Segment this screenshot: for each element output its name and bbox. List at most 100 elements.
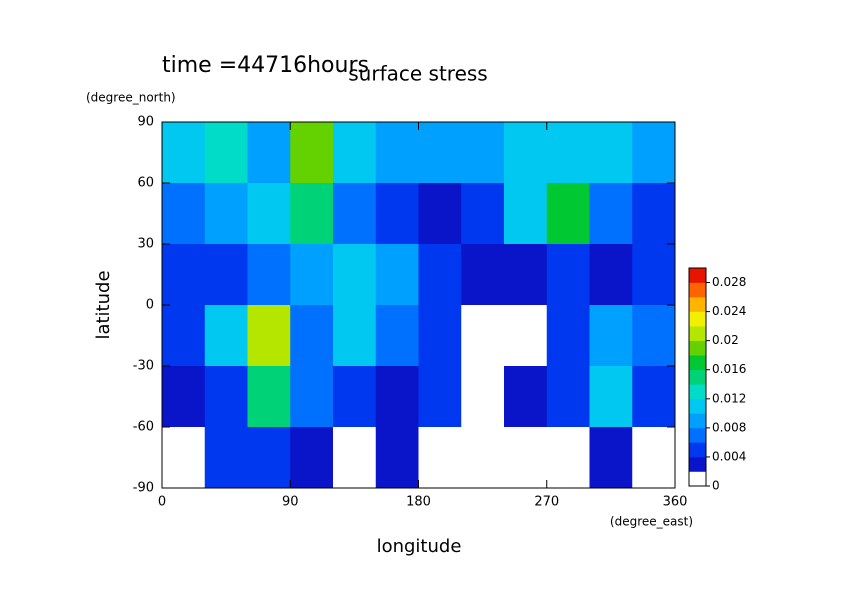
cell (589, 122, 633, 184)
cell (375, 244, 419, 306)
cell (504, 183, 548, 245)
x-unit: (degree_east) (610, 515, 693, 529)
colorbar-tick-label: 0 (712, 479, 720, 493)
y-tick-label: 90 (137, 115, 154, 130)
colorbar-swatch (689, 369, 706, 385)
cell (204, 427, 248, 489)
cell (162, 244, 206, 306)
cell (632, 427, 676, 489)
cell (589, 305, 633, 367)
cell (333, 305, 377, 367)
cell (247, 366, 291, 428)
colorbar-tick-label: 0.028 (712, 275, 746, 289)
cell (632, 366, 676, 428)
chart-title: surface stress (348, 62, 487, 86)
cell (589, 183, 633, 245)
cell (290, 305, 334, 367)
colorbar-swatch (689, 268, 706, 283)
cell (632, 122, 676, 184)
colorbar-swatch (689, 427, 706, 443)
cell (546, 122, 590, 184)
cell (162, 183, 206, 245)
x-tick-label: 90 (282, 495, 299, 510)
colorbar-tick-label: 0.004 (712, 449, 746, 463)
y-axis-label: latitude (93, 270, 114, 339)
colorbar-tick-label: 0.016 (712, 362, 746, 376)
cell (504, 427, 548, 489)
x-tick-label: 270 (534, 495, 559, 510)
cell (632, 305, 676, 367)
cell (418, 122, 462, 184)
colorbar-swatch (689, 326, 706, 341)
cell (204, 122, 248, 184)
x-axis-label: longitude (377, 536, 462, 557)
cell (461, 366, 505, 428)
cell (589, 244, 633, 306)
y-tick-label: 60 (137, 176, 154, 191)
y-tick-label: 30 (137, 237, 154, 252)
colorbar-swatch (689, 413, 706, 429)
cell (546, 244, 590, 306)
colorbar-swatch (689, 311, 706, 327)
cell (461, 183, 505, 245)
cell (333, 427, 377, 489)
cell (546, 366, 590, 428)
cell (333, 244, 377, 306)
y-unit: (degree_north) (86, 91, 176, 105)
cell (418, 244, 462, 306)
cell (333, 183, 377, 245)
colorbar-swatch (689, 384, 706, 400)
y-tick-label: -60 (133, 420, 154, 435)
cell (418, 427, 462, 489)
cell (375, 366, 419, 428)
cell (290, 244, 334, 306)
colorbar-swatch (689, 442, 706, 458)
colorbar-swatch (689, 297, 706, 312)
y-tick-label: 0 (146, 298, 154, 313)
colorbar-tick-label: 0.012 (712, 391, 746, 405)
cell (375, 305, 419, 367)
colorbar-swatch (689, 398, 706, 414)
cell (461, 122, 505, 184)
cell (290, 183, 334, 245)
cell (247, 244, 291, 306)
colorbar-frame (688, 267, 707, 487)
cell (162, 305, 206, 367)
cell (504, 244, 548, 306)
cell (162, 427, 206, 489)
cell (204, 305, 248, 367)
chart-subtitle: time =44716hours (162, 53, 369, 78)
cell (247, 183, 291, 245)
colorbar-swatch (689, 282, 706, 298)
cell (418, 366, 462, 428)
cell (204, 183, 248, 245)
colorbar-tick-label: 0.02 (712, 333, 739, 347)
colorbar-swatch (689, 456, 706, 472)
cell (375, 183, 419, 245)
cell (290, 427, 334, 489)
cell (461, 427, 505, 489)
x-tick-label: 360 (663, 495, 688, 510)
cell (162, 366, 206, 428)
cell (375, 427, 419, 489)
colorbar-swatch (689, 355, 706, 371)
cell (247, 427, 291, 489)
cell (546, 427, 590, 489)
cell (162, 122, 206, 184)
cell (333, 122, 377, 184)
cell (546, 183, 590, 245)
cell (204, 366, 248, 428)
cell (375, 122, 419, 184)
cell (589, 366, 633, 428)
cell (418, 305, 462, 367)
cell (418, 183, 462, 245)
cell (290, 366, 334, 428)
colorbar-swatch (689, 340, 706, 356)
cell (504, 305, 548, 367)
cell (632, 244, 676, 306)
cell (247, 305, 291, 367)
cell (204, 244, 248, 306)
cell (290, 122, 334, 184)
